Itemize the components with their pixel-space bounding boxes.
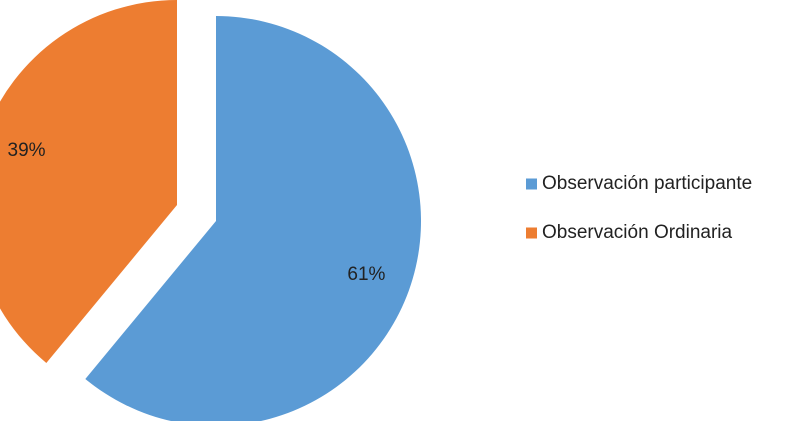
legend-label-1: Observación participante — [542, 173, 752, 194]
pie-data-labels: 61% 39% — [8, 140, 386, 285]
legend-label-2: Observación Ordinaria — [542, 222, 733, 243]
legend-swatch-2 — [526, 227, 537, 239]
data-label-1: 61% — [347, 264, 385, 285]
pie-slices — [0, 0, 421, 421]
chart-legend: Observación participante Observación Ordi… — [526, 173, 752, 243]
pie-slice-2 — [0, 0, 177, 363]
pie-slice-1 — [85, 16, 421, 421]
legend-swatch-1 — [526, 178, 537, 190]
data-label-2: 39% — [8, 140, 46, 161]
